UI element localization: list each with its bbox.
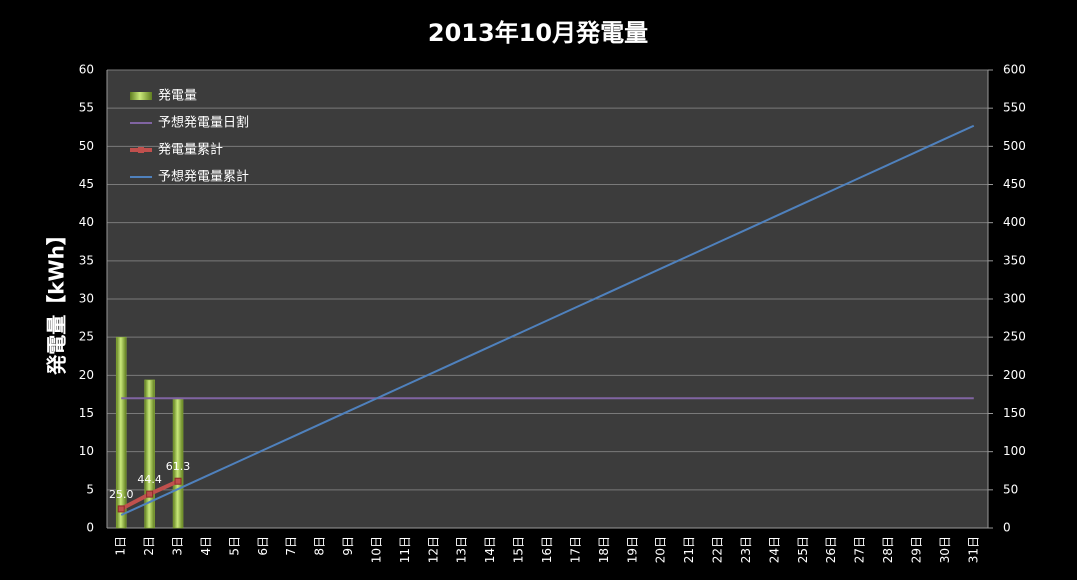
line (120, 124, 975, 516)
x-tick-label: 15日 (512, 536, 526, 563)
x-tick-label: 8日 (313, 536, 327, 556)
y2-tick-label: 500 (1003, 139, 1026, 153)
x-tick-label: 16日 (540, 536, 554, 563)
y-tick-label: 35 (79, 253, 94, 267)
y2-tick-label: 450 (1003, 177, 1026, 191)
marker (117, 505, 125, 513)
y-tick-label: 25 (79, 330, 94, 344)
x-tick-label: 31日 (966, 536, 980, 563)
y2-tick-label: 0 (1003, 521, 1011, 535)
x-tick-label: 1日 (114, 536, 128, 556)
y2-tick-label: 200 (1003, 368, 1026, 382)
y-tick-label: 5 (86, 482, 94, 496)
x-tick-label: 23日 (739, 536, 753, 563)
x-tick-label: 29日 (909, 536, 923, 563)
x-tick-label: 14日 (483, 536, 497, 563)
x-tick-label: 21日 (682, 536, 696, 563)
data-label: 61.3 (166, 460, 191, 473)
x-tick-label: 9日 (341, 536, 355, 556)
legend-label: 発電量 (158, 89, 197, 104)
x-tick-label: 25日 (796, 536, 810, 563)
data-label: 44.4 (137, 473, 162, 486)
x-tick-label: 30日 (938, 536, 952, 563)
y2-tick-label: 550 (1003, 101, 1026, 115)
x-tick-label: 6日 (256, 536, 270, 556)
y-tick-label: 55 (79, 101, 94, 115)
legend-swatch (130, 92, 152, 100)
x-tick-label: 4日 (199, 536, 213, 556)
bar (144, 379, 155, 529)
legend-label: 予想発電量累計 (158, 169, 249, 185)
x-tick-label: 26日 (824, 536, 838, 563)
y-tick-label: 0 (86, 521, 94, 535)
x-tick-label: 3日 (171, 536, 185, 556)
x-tick-label: 22日 (711, 536, 725, 563)
x-tick-label: 24日 (767, 536, 781, 563)
y-tick-label: 30 (79, 292, 94, 306)
y2-tick-label: 600 (1003, 63, 1026, 77)
marker (146, 490, 154, 498)
x-tick-label: 27日 (853, 536, 867, 563)
x-tick-label: 2日 (142, 536, 156, 556)
x-tick-label: 20日 (654, 536, 668, 563)
y-tick-label: 15 (79, 406, 94, 420)
y2-tick-label: 400 (1003, 215, 1026, 229)
x-tick-label: 13日 (455, 536, 469, 563)
y-tick-label: 50 (79, 139, 94, 153)
x-tick-label: 7日 (284, 536, 298, 556)
x-tick-label: 28日 (881, 536, 895, 563)
y2-tick-label: 150 (1003, 406, 1026, 420)
legend-label: 予想発電量日割 (158, 115, 249, 131)
y2-tick-label: 100 (1003, 444, 1026, 458)
legend-marker (138, 147, 144, 153)
data-label: 25.0 (109, 488, 134, 501)
y-tick-label: 10 (79, 444, 94, 458)
x-tick-label: 19日 (625, 536, 639, 563)
y-tick-label: 20 (79, 368, 94, 382)
y-axis-label: 発電量【kWh】 (45, 225, 69, 376)
y-tick-label: 45 (79, 177, 94, 191)
chart-title: 2013年10月発電量 (428, 19, 648, 47)
y-tick-label: 60 (79, 63, 94, 77)
x-tick-label: 5日 (227, 536, 241, 556)
legend-label: 発電量累計 (158, 142, 223, 158)
bar (115, 336, 127, 529)
x-tick-label: 17日 (568, 536, 582, 563)
y2-tick-label: 350 (1003, 253, 1026, 267)
y2-tick-label: 300 (1003, 292, 1026, 306)
x-tick-label: 12日 (426, 536, 440, 563)
x-tick-label: 10日 (369, 536, 383, 563)
y2-tick-label: 250 (1003, 330, 1026, 344)
y-tick-label: 40 (79, 215, 94, 229)
x-tick-label: 11日 (398, 536, 412, 563)
x-tick-label: 18日 (597, 536, 611, 563)
y2-tick-label: 50 (1003, 482, 1018, 496)
marker (174, 477, 182, 485)
